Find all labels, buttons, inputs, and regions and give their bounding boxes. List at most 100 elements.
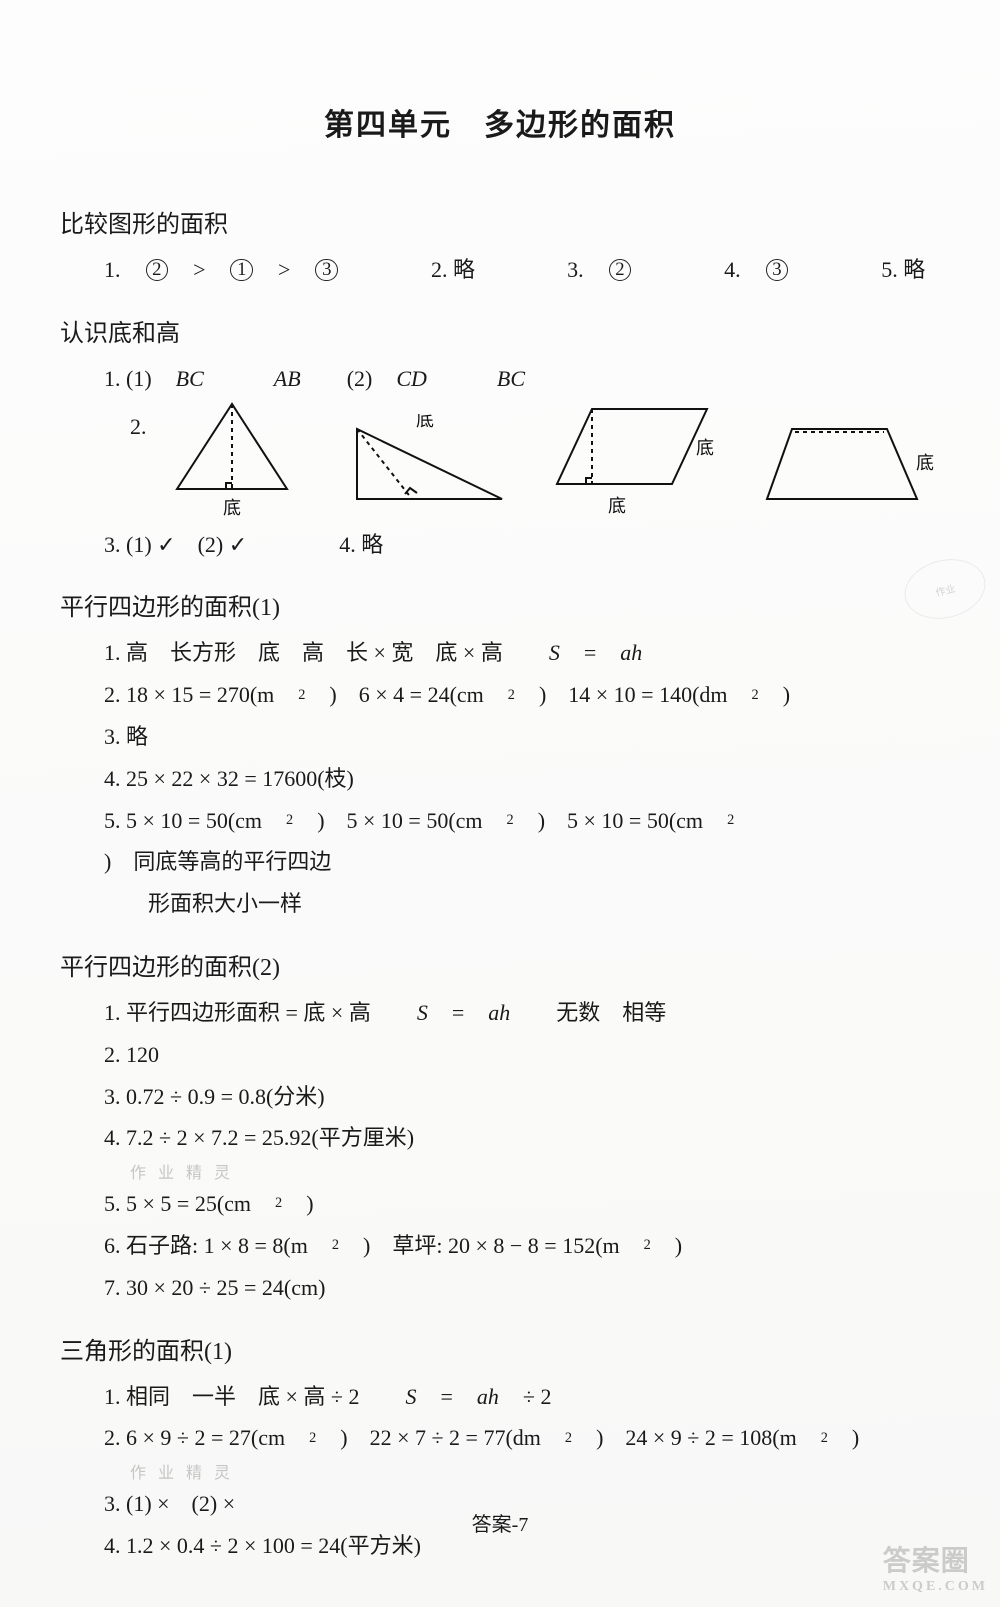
circled-number: 3 <box>766 259 789 282</box>
text-run: 7. 30 × 20 ÷ 25 = 24(cm) <box>104 1267 325 1309</box>
answer-line: 1. 平行四边形面积 = 底 × 高 S = ah 无数 相等 <box>104 992 940 1034</box>
text-run: ) <box>675 1225 682 1267</box>
svg-text:底: 底 <box>696 438 714 458</box>
superscript: 2 <box>309 1425 316 1452</box>
svg-text:底: 底 <box>223 498 241 518</box>
text-run: ) 草坪: 20 × 8 − 8 = 152(m <box>363 1225 620 1267</box>
text-run: 3. 0.72 ÷ 0.9 = 0.8(分米) <box>104 1076 325 1118</box>
text-run: 无数 相等 <box>534 992 666 1034</box>
text-run: 2. 18 × 15 = 270(m <box>104 674 274 716</box>
answer-line: 1. 相同 一半 底 × 高 ÷ 2 S=ah ÷ 2 <box>104 1376 940 1418</box>
italic-var: ah <box>620 632 642 674</box>
svg-text:底: 底 <box>416 414 434 430</box>
text-run: = <box>452 992 464 1034</box>
answer-line: 6. 石子路: 1 × 8 = 8(m 2 ) 草坪: 20 × 8 − 8 = 1… <box>104 1225 940 1267</box>
text-run: 4. 7.2 ÷ 2 × 7.2 = 25.92(平方厘米) <box>104 1117 414 1159</box>
unit-title: 第四单元 多边形的面积 <box>60 100 940 144</box>
circled-number: 1 <box>230 259 253 282</box>
page-footer: 答案-7 <box>0 1508 1000 1537</box>
text-run: 3. (1) ✓ (2) ✓ <box>104 524 247 566</box>
text-run: ) 6 × 4 = 24(cm <box>329 674 483 716</box>
diagram-row: 2.底底底底底 <box>130 394 940 524</box>
section-title: 三角形的面积(1) <box>60 1331 940 1366</box>
answer-line: 7. 30 × 20 ÷ 25 = 24(cm) <box>104 1267 940 1309</box>
answer-line: 形面积大小一样 <box>148 883 940 925</box>
watermark-faint: 作 业 精 灵 <box>130 1459 940 1483</box>
italic-var: S <box>549 632 560 674</box>
svg-text:底: 底 <box>608 496 626 516</box>
text-run: ) 同底等高的平行四边 <box>104 841 331 883</box>
page: 第四单元 多边形的面积 比较图形的面积 1. 2 > 1 > 3 2. 略 3. … <box>0 0 1000 1607</box>
watermark-bottom-right: 答案圈 MXQE.COM <box>883 1539 988 1595</box>
svg-text:底: 底 <box>916 453 934 473</box>
text-run: 4. 略 <box>339 524 383 566</box>
answer-line: 2. 120 <box>104 1034 940 1076</box>
answer-line: 5. 5 × 10 = 50(cm 2 ) 5 × 10 = 50(cm 2 ) 5 ×… <box>104 800 940 884</box>
answer-line: 2. 18 × 15 = 270(m 2 ) 6 × 4 = 24(cm 2 ) 14 … <box>104 674 940 716</box>
watermark-main: 答案圈 <box>883 1546 970 1577</box>
answer-line: 3. 0.72 ÷ 0.9 = 0.8(分米) <box>104 1076 940 1118</box>
text-run: 1. 相同 一半 底 × 高 ÷ 2 <box>104 1376 381 1418</box>
superscript: 2 <box>644 1232 651 1259</box>
diagram-trapezoid: 底 <box>757 414 937 524</box>
watermark-sub: MXQE.COM <box>883 1579 988 1595</box>
answer-line: 1. 高 长方形 底 高 长 × 宽 底 × 高 S = ah <box>104 632 940 674</box>
italic-var: S <box>405 1376 416 1418</box>
watermark-faint: 作 业 精 灵 <box>130 1159 940 1183</box>
answer-line: 4. 25 × 22 × 32 = 17600(枝) <box>104 758 940 800</box>
superscript: 2 <box>286 807 293 834</box>
text-run: ) 5 × 10 = 50(cm <box>538 800 703 842</box>
text-run: 4. <box>724 249 741 291</box>
gap <box>271 524 315 566</box>
text-run: 1. <box>104 249 121 291</box>
italic-var: ah <box>477 1376 499 1418</box>
text-run: 3. 略 <box>104 716 148 758</box>
text-run: 5. 5 × 10 = 50(cm <box>104 800 262 842</box>
gap <box>363 249 407 291</box>
text-run: ) 14 × 10 = 140(dm <box>539 674 728 716</box>
gap <box>813 249 857 291</box>
section-title: 平行四边形的面积(1) <box>60 587 940 622</box>
superscript: 2 <box>565 1425 572 1452</box>
text-run: ) 5 × 10 = 50(cm <box>317 800 482 842</box>
superscript: 2 <box>275 1190 282 1217</box>
text-run: = <box>584 632 596 674</box>
answer-line: 3. 略 <box>104 716 940 758</box>
diagram-parallelogram: 底底 <box>547 394 727 524</box>
superscript: 2 <box>508 682 515 709</box>
text-run: 1. 平行四边形面积 = 底 × 高 <box>104 992 393 1034</box>
superscript: 2 <box>727 807 734 834</box>
italic-var: ah <box>488 992 510 1034</box>
text-run: 5. 5 × 5 = 25(cm <box>104 1183 251 1225</box>
text-run: 2. 120 <box>104 1034 159 1076</box>
circled-number: 2 <box>146 259 169 282</box>
text-run: 2. 6 × 9 ÷ 2 = 27(cm <box>104 1417 285 1459</box>
text-run: ÷ 2 <box>523 1376 552 1418</box>
answer-line: 1. 2 > 1 > 3 2. 略 3. 2 4. 3 5. 略 <box>104 249 940 291</box>
text-run: ) <box>852 1417 859 1459</box>
diagram-triangle_right: 底 <box>337 414 517 524</box>
text-run <box>451 358 473 400</box>
question-number: 2. <box>130 414 147 440</box>
section-title: 平行四边形的面积(2) <box>60 947 940 982</box>
text-run: 1. (1) <box>104 358 152 400</box>
italic-var: CD <box>396 358 427 400</box>
text-run: ) <box>306 1183 313 1225</box>
superscript: 2 <box>298 682 305 709</box>
text-run: 4. 25 × 22 × 32 = 17600(枝) <box>104 758 354 800</box>
text-run: ) 22 × 7 ÷ 2 = 77(dm <box>340 1417 541 1459</box>
text-run: 3. <box>567 249 584 291</box>
answer-line: 5. 5 × 5 = 25(cm 2) <box>104 1183 940 1225</box>
content-body: 比较图形的面积 1. 2 > 1 > 3 2. 略 3. 2 4. 3 5. 略认… <box>60 204 940 1567</box>
circled-number: 3 <box>315 259 338 282</box>
italic-var: S <box>417 992 428 1034</box>
text-run: > <box>193 249 205 291</box>
text-run: 6. 石子路: 1 × 8 = 8(m <box>104 1225 308 1267</box>
section-title: 认识底和高 <box>60 313 940 348</box>
answer-line: 4. 7.2 ÷ 2 × 7.2 = 25.92(平方厘米) <box>104 1117 940 1159</box>
superscript: 2 <box>332 1232 339 1259</box>
text-run: 1. 高 长方形 底 高 长 × 宽 底 × 高 <box>104 632 525 674</box>
superscript: 2 <box>752 682 759 709</box>
answer-line: 3. (1) ✓ (2) ✓ 4. 略 <box>104 524 940 566</box>
section-title: 比较图形的面积 <box>60 204 940 239</box>
